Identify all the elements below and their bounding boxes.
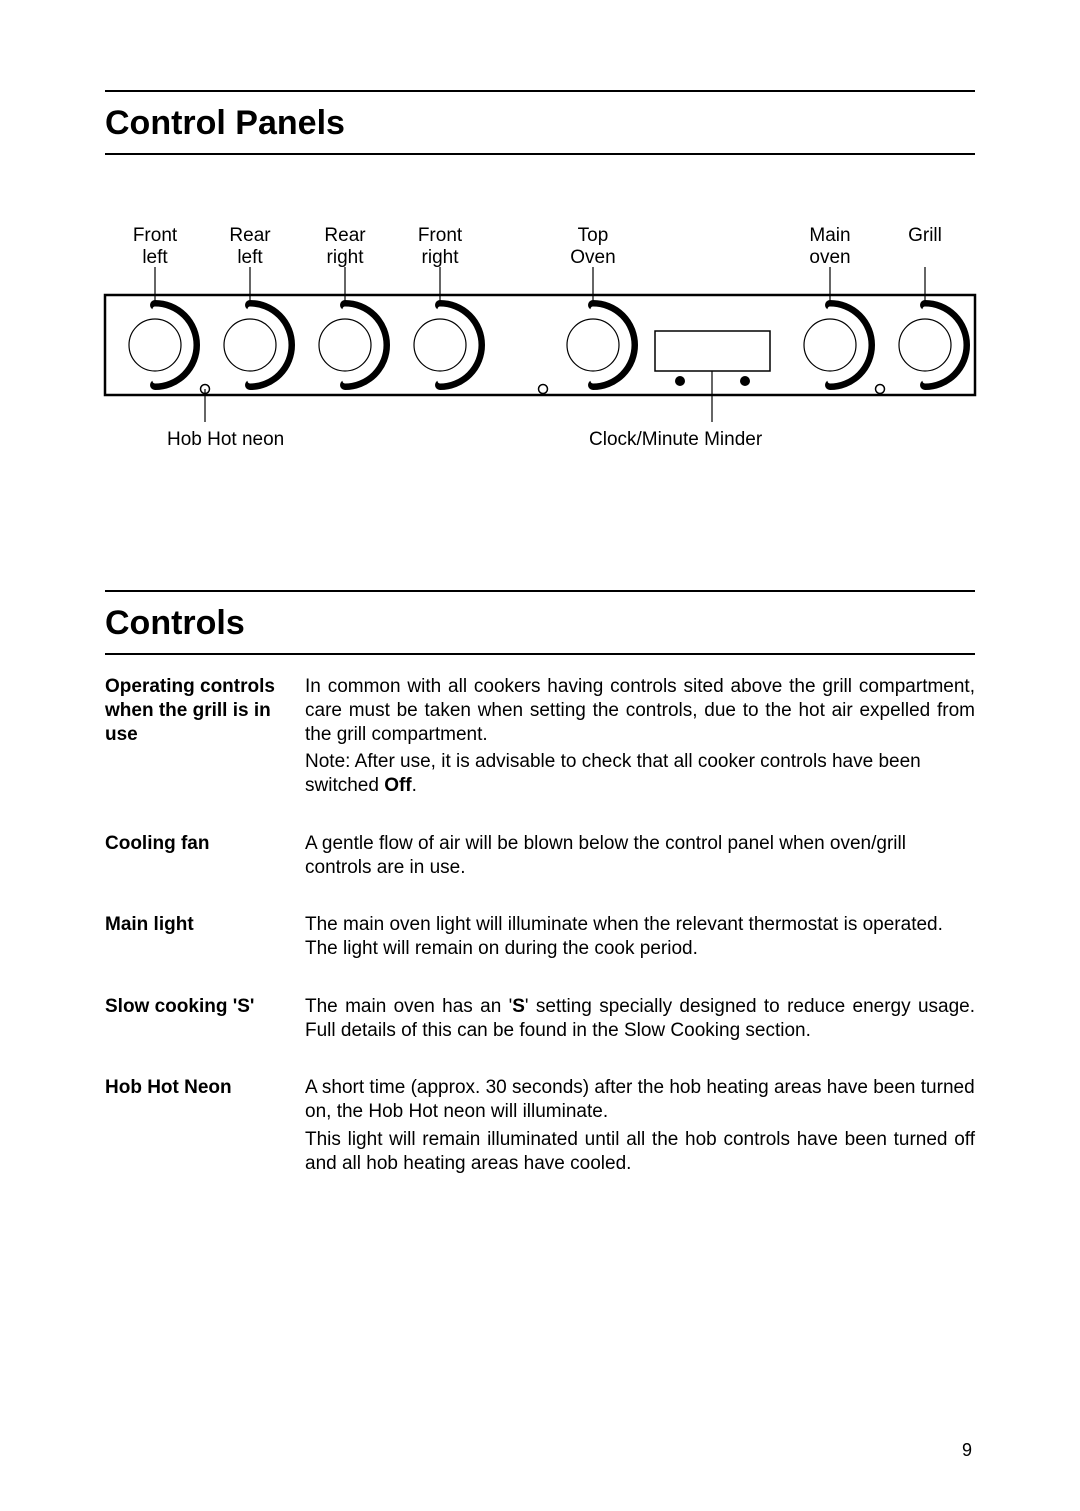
rule-bottom-2 xyxy=(105,653,975,655)
knob-dial xyxy=(804,319,856,371)
control-label: Cooling fan xyxy=(105,832,305,884)
control-paragraph: The main oven has an 'S' setting special… xyxy=(305,995,975,1043)
knob-label-line2: right xyxy=(422,247,460,268)
control-body: In common with all cookers having contro… xyxy=(305,675,975,802)
knob-dial xyxy=(129,319,181,371)
knob-label-line1: Main xyxy=(809,225,850,246)
control-row: Operating controls when the grill is in … xyxy=(105,675,975,802)
control-paragraph: A gentle flow of air will be blown below… xyxy=(305,832,975,880)
control-label: Operating controls when the grill is in … xyxy=(105,675,305,802)
knob-dial xyxy=(319,319,371,371)
knob-dial xyxy=(899,319,951,371)
clock-button-icon xyxy=(740,376,750,386)
control-paragraph: In common with all cookers having contro… xyxy=(305,675,975,746)
knob-label-line2: right xyxy=(327,247,365,268)
control-label: Main light xyxy=(105,913,305,965)
control-label: Hob Hot Neon xyxy=(105,1076,305,1179)
control-panel-diagram: FrontleftRearleftRearrightFrontrightTopO… xyxy=(95,205,985,510)
control-row: Main lightThe main oven light will illum… xyxy=(105,913,975,965)
control-paragraph: Note: After use, it is advisable to chec… xyxy=(305,750,975,798)
knob-label-line1: Rear xyxy=(229,225,271,246)
control-row: Hob Hot NeonA short time (approx. 30 sec… xyxy=(105,1076,975,1179)
rule-top-2 xyxy=(105,590,975,592)
control-paragraph: This light will remain illuminated until… xyxy=(305,1128,975,1176)
control-body: A gentle flow of air will be blown below… xyxy=(305,832,975,884)
control-row: Slow cooking 'S'The main oven has an 'S'… xyxy=(105,995,975,1047)
knob-dial xyxy=(567,319,619,371)
control-label: Slow cooking 'S' xyxy=(105,995,305,1047)
knob-label-line2: left xyxy=(142,247,168,268)
bottom-label: Hob Hot neon xyxy=(167,429,284,450)
control-paragraph: A short time (approx. 30 seconds) after … xyxy=(305,1076,975,1124)
control-body: A short time (approx. 30 seconds) after … xyxy=(305,1076,975,1179)
control-body: The main oven light will illuminate when… xyxy=(305,913,975,965)
rule-bottom-1 xyxy=(105,153,975,155)
bottom-label: Clock/Minute Minder xyxy=(589,429,763,450)
knob-label-line1: Front xyxy=(418,225,463,246)
control-row: Cooling fanA gentle flow of air will be … xyxy=(105,832,975,884)
control-body: The main oven has an 'S' setting special… xyxy=(305,995,975,1047)
knob-label-line2: oven xyxy=(809,247,850,268)
control-paragraph: The main oven light will illuminate when… xyxy=(305,913,975,961)
knob-label-line1: Grill xyxy=(908,225,942,246)
rule-top-1 xyxy=(105,90,975,92)
section-title-control-panels: Control Panels xyxy=(105,100,975,147)
neon-indicator-icon xyxy=(876,385,885,394)
clock-button-icon xyxy=(675,376,685,386)
knob-label-line2: left xyxy=(237,247,263,268)
knob-label-line1: Front xyxy=(133,225,178,246)
knob-label-line1: Top xyxy=(578,225,609,246)
neon-indicator-icon xyxy=(539,385,548,394)
knob-dial xyxy=(414,319,466,371)
knob-label-line2: Oven xyxy=(570,247,615,268)
section-title-controls: Controls xyxy=(105,600,975,647)
knob-label-line1: Rear xyxy=(324,225,366,246)
page-number: 9 xyxy=(962,1440,972,1461)
knob-dial xyxy=(224,319,276,371)
clock-display xyxy=(655,331,770,371)
